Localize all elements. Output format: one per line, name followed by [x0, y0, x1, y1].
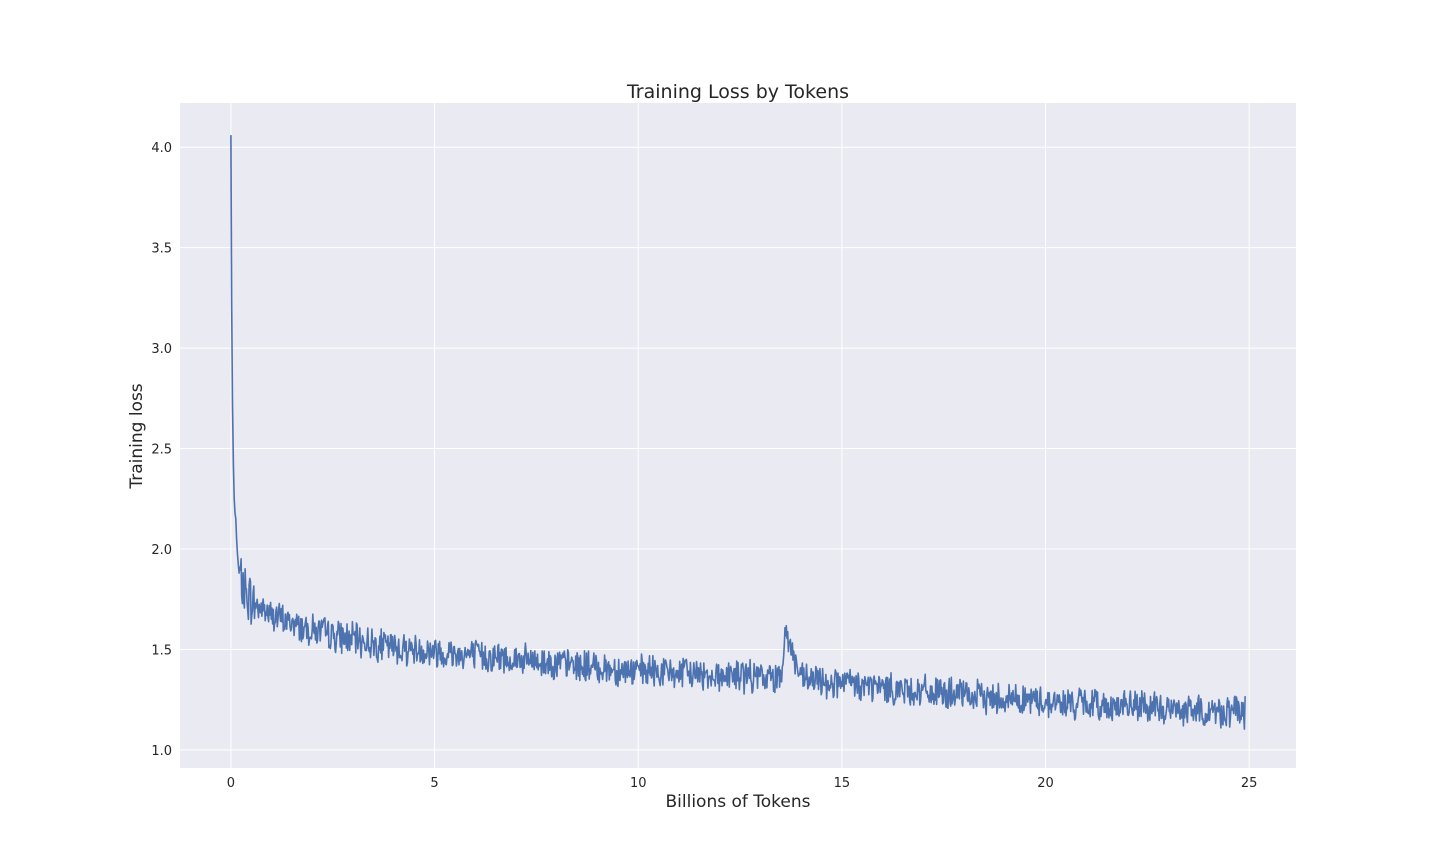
y-tick-label: 1.5	[151, 643, 172, 658]
x-tick-label: 10	[630, 776, 647, 791]
x-tick-label: 0	[227, 776, 235, 791]
y-tick-label: 2.0	[151, 543, 172, 558]
chart-title: Training Loss by Tokens	[626, 81, 849, 103]
x-axis-label: Billions of Tokens	[665, 792, 810, 812]
y-tick-label: 3.0	[151, 342, 172, 357]
x-tick-labels: 0 5 10 15 20 25	[227, 776, 1258, 791]
y-tick-label: 1.0	[151, 744, 172, 759]
plot-background	[180, 103, 1296, 768]
y-tick-labels: 1.0 1.5 2.0 2.5 3.0 3.5 4.0	[151, 141, 172, 759]
x-tick-label: 5	[430, 776, 438, 791]
x-tick-label: 20	[1037, 776, 1054, 791]
x-tick-label: 15	[834, 776, 851, 791]
x-tick-label: 25	[1241, 776, 1258, 791]
series-group	[230, 135, 1246, 730]
y-tick-label: 3.5	[151, 242, 172, 257]
y-axis-label: Training loss	[127, 383, 147, 489]
series-line	[230, 135, 1246, 730]
y-tick-label: 2.5	[151, 443, 172, 458]
y-tick-label: 4.0	[151, 141, 172, 156]
